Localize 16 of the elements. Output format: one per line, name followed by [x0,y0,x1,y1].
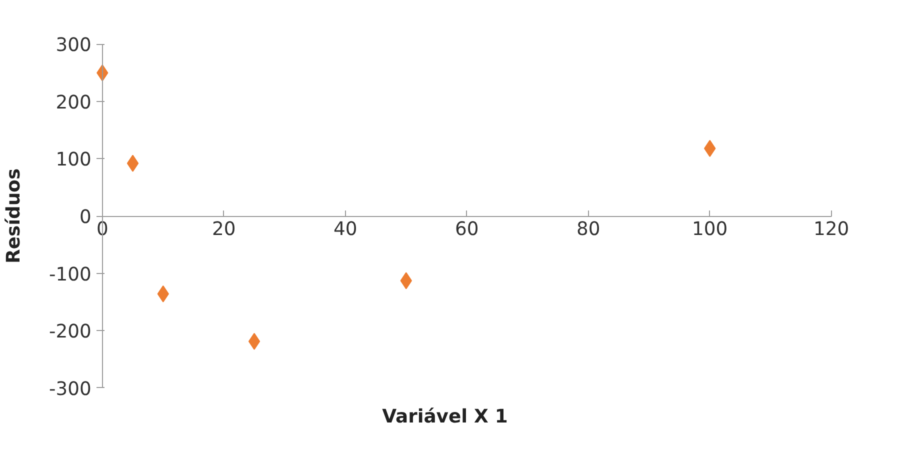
y-tick-label: -100 [49,264,92,286]
y-tick-label: 300 [56,35,92,56]
y-axis-title: Resíduos [4,168,24,264]
y-tick-label: -300 [49,378,92,400]
x-tick-label: 80 [576,219,600,240]
point [126,154,139,172]
x-tick-label: 120 [814,219,850,240]
y-tick-label: -200 [49,322,92,343]
x-tick-label: 100 [692,219,728,240]
x-axis-title: Variável X 1 [382,406,508,428]
y-tick-label: 100 [56,150,92,171]
x-tick-label: 20 [212,219,236,240]
point [248,332,260,350]
y-tick-label: 200 [56,92,92,114]
x-tick-label: 60 [455,219,479,240]
x-tick-label: 40 [334,219,358,240]
